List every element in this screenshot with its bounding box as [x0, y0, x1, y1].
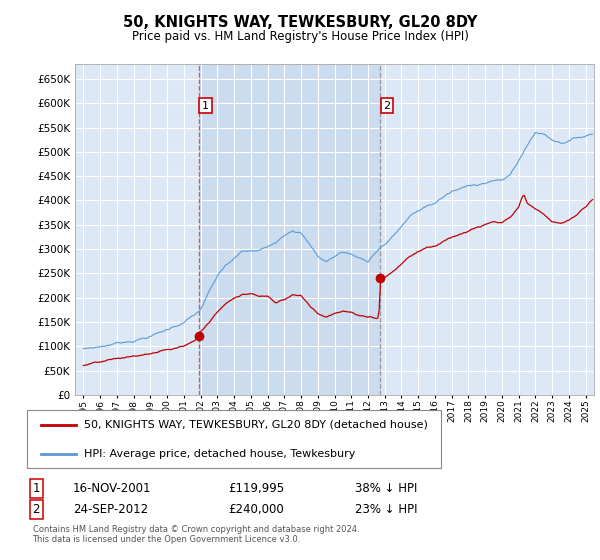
Bar: [199, 64, 380, 395]
Text: 1: 1: [32, 482, 40, 495]
Text: 2: 2: [383, 101, 391, 111]
Text: 50, KNIGHTS WAY, TEWKESBURY, GL20 8DY: 50, KNIGHTS WAY, TEWKESBURY, GL20 8DY: [123, 15, 477, 30]
Text: HPI: Average price, detached house, Tewkesbury: HPI: Average price, detached house, Tewk…: [85, 449, 356, 459]
Text: £119,995: £119,995: [229, 482, 284, 495]
Text: 1: 1: [202, 101, 209, 111]
Text: 16-NOV-2001: 16-NOV-2001: [73, 482, 151, 495]
Text: 50, KNIGHTS WAY, TEWKESBURY, GL20 8DY (detached house): 50, KNIGHTS WAY, TEWKESBURY, GL20 8DY (d…: [85, 420, 428, 430]
Text: 2: 2: [32, 503, 40, 516]
Text: Contains HM Land Registry data © Crown copyright and database right 2024.
This d: Contains HM Land Registry data © Crown c…: [32, 525, 359, 544]
FancyBboxPatch shape: [27, 410, 442, 468]
Text: 24-SEP-2012: 24-SEP-2012: [73, 503, 148, 516]
Text: £240,000: £240,000: [229, 503, 284, 516]
Text: Price paid vs. HM Land Registry's House Price Index (HPI): Price paid vs. HM Land Registry's House …: [131, 30, 469, 43]
Text: 38% ↓ HPI: 38% ↓ HPI: [355, 482, 418, 495]
Text: 23% ↓ HPI: 23% ↓ HPI: [355, 503, 418, 516]
